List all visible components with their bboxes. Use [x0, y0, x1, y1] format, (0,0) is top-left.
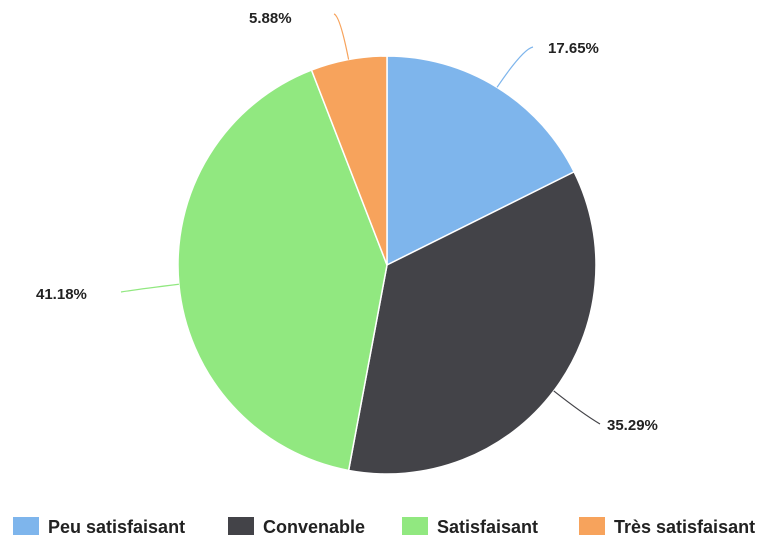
legend-item-tres-satisfaisant[interactable]: Très satisfaisant	[579, 517, 755, 537]
legend-item-peu-satisfaisant[interactable]: Peu satisfaisant	[13, 517, 185, 537]
data-label-satisfaisant: 41.18%	[36, 286, 87, 303]
data-label-convenable: 35.29%	[607, 417, 658, 434]
legend-label-peu-satisfaisant: Peu satisfaisant	[48, 517, 185, 537]
data-label-peu-satisfaisant: 17.65%	[548, 40, 599, 57]
pie-slice-tres-satisfaisant[interactable]	[310, 55, 388, 266]
pie-slice-convenable[interactable]	[347, 170, 597, 475]
data-label-tres-satisfaisant: 5.88%	[249, 10, 292, 27]
legend-label-tres-satisfaisant: Très satisfaisant	[614, 517, 755, 537]
legend-label-convenable: Convenable	[263, 517, 365, 537]
connector-convenable	[553, 390, 601, 425]
legend-label-satisfaisant: Satisfaisant	[437, 517, 538, 537]
pie-slice-peu-satisfaisant[interactable]	[386, 55, 576, 267]
legend-swatch-tres-satisfaisant	[579, 517, 605, 535]
legend-swatch-peu-satisfaisant	[13, 517, 39, 535]
legend-swatch-satisfaisant	[402, 517, 428, 535]
pie-slice-satisfaisant[interactable]	[177, 69, 388, 472]
legend-item-satisfaisant[interactable]: Satisfaisant	[402, 517, 538, 537]
data-labels: 17.65% 35.29% 41.18% 5.88%	[36, 10, 658, 434]
connector-peu-satisfaisant	[496, 46, 534, 88]
legend-item-convenable[interactable]: Convenable	[228, 517, 365, 537]
label-connectors	[120, 13, 601, 425]
legend-swatch-convenable	[228, 517, 254, 535]
connector-tres-satisfaisant	[333, 13, 350, 60]
pie-slices	[177, 55, 597, 475]
connector-satisfaisant	[120, 283, 179, 293]
legend: Peu satisfaisant Convenable Satisfaisant Tr…	[13, 517, 755, 537]
